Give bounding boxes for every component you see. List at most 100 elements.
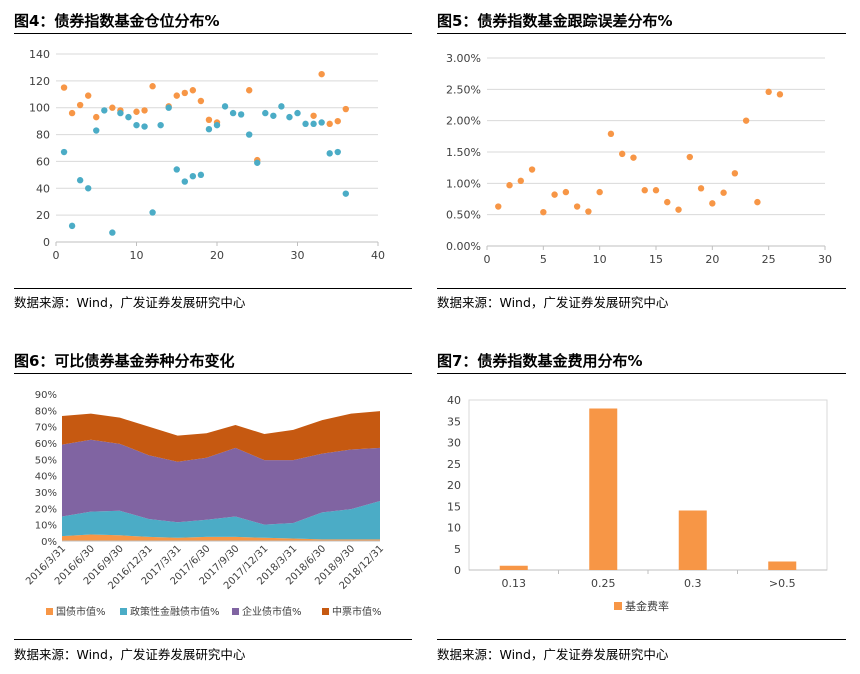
fig4-ytick-label: 80 (36, 129, 50, 142)
fig5-source: 数据来源：Wind，广发证券发展研究中心 (437, 295, 669, 310)
fig6-ytick-label: 50% (35, 455, 57, 466)
fig5-point-s1 (495, 203, 502, 210)
fig4-xtick-label: 30 (291, 249, 305, 262)
fig4-point-s1 (68, 109, 76, 117)
fig4-point-s2 (101, 107, 108, 114)
fig7-bar (678, 510, 707, 570)
fig7-title: 图7：债券指数基金费用分布% (437, 352, 643, 370)
fig5-ytick-label: 0.50% (446, 209, 481, 222)
fig4-chart: 0 20 40 60 80 100 120 140 0 10 20 30 40 (29, 48, 385, 262)
fig4-panel: 图4：债券指数基金仓位分布% 0 20 40 60 80 100 120 140 0 10 20 30… (14, 6, 412, 312)
fig5-point-s1 (585, 208, 592, 215)
fig5-point-s1 (540, 208, 547, 216)
fig4-xtick-label: 40 (371, 249, 385, 262)
fig4-point-s2 (213, 121, 221, 129)
fig5-xtick-label: 25 (762, 253, 776, 266)
fig6-legend-label-1: 国债市值% (56, 605, 106, 618)
fig4-point-s2 (310, 120, 317, 128)
fig4-point-s2 (302, 120, 309, 128)
fig4-point-s1 (197, 97, 205, 105)
fig6-area-2 (62, 500, 380, 540)
fig4-point-s1 (109, 104, 116, 111)
fig7-ytick-label: 35 (447, 415, 461, 428)
fig6-legend-swatch-4 (322, 608, 329, 615)
fig4-point-s2 (237, 111, 245, 118)
fig4-title: 图4：债券指数基金仓位分布% (14, 12, 220, 30)
fig6-ytick-label: 10% (35, 521, 57, 532)
fig5-point-s1 (506, 182, 513, 189)
fig4-point-s1 (181, 89, 188, 97)
fig4-point-s1 (85, 92, 92, 99)
fig6-legend-swatch-1 (46, 608, 53, 615)
fig4-point-s1 (173, 92, 180, 99)
fig5-point-s1 (607, 130, 615, 138)
fig5-point-s1 (675, 206, 682, 213)
fig7-plot-area (468, 399, 828, 571)
fig4-point-s1 (93, 113, 100, 121)
fig7-ytick-label: 5 (454, 543, 461, 556)
fig4-point-s2 (60, 148, 68, 156)
fig5-xtick-label: 5 (540, 253, 547, 266)
fig7-ytick-label: 10 (447, 522, 461, 535)
fig4-point-s2 (342, 190, 349, 197)
fig5-point-s1 (573, 203, 581, 210)
fig4-point-s2 (149, 209, 156, 216)
fig4-ytick-label: 120 (29, 75, 50, 88)
fig4-source: 数据来源：Wind，广发证券发展研究中心 (14, 295, 246, 310)
fig4-point-s2 (109, 229, 116, 236)
fig4-point-s1 (141, 107, 148, 114)
fig4-point-s1 (205, 116, 213, 124)
fig4-point-s2 (76, 177, 84, 184)
fig5-ytick-label: 1.50% (446, 146, 481, 159)
fig5-chart: 0.00% 0.50% 1.00% 1.50% 2.00% 2.50% 3.00% 0 5 10 1… (446, 52, 832, 266)
fig4-ytick-label: 100 (29, 102, 50, 115)
fig4-point-s2 (157, 121, 164, 129)
fig6-legend-label-3: 企业债市值% (242, 605, 302, 618)
fig5-ytick-label: 2.50% (446, 83, 481, 96)
fig7-ytick-label: 20 (447, 479, 461, 492)
fig4-xtick-label: 20 (210, 249, 224, 262)
fig4-bottom-rule (14, 288, 412, 289)
fig4-point-s1 (189, 87, 197, 94)
fig5-xtick-label: 0 (484, 253, 491, 266)
fig5-panel: 图5：债券指数基金跟踪误差分布% 0.00% 0.50% 1.00% 1.50% 2.0… (437, 6, 846, 312)
fig4-point-s2 (93, 127, 100, 134)
fig7-ytick-label: 0 (454, 564, 461, 577)
fig4-point-s2 (173, 166, 180, 173)
fig4-point-s2 (221, 103, 229, 110)
fig7-top-rule (437, 373, 846, 374)
fig5-point-s1 (562, 188, 570, 196)
fig4-point-s2 (85, 185, 92, 192)
fig4-point-s1 (326, 120, 333, 128)
fig5-point-s1 (720, 189, 727, 196)
fig4-point-s2 (189, 173, 197, 180)
fig7-xtick-label: >0.5 (769, 577, 796, 590)
fig4-ytick-label: 40 (36, 182, 50, 195)
fig4-point-s2 (334, 148, 341, 156)
fig5-point-s1 (742, 117, 750, 124)
fig7-source: 数据来源：Wind，广发证券发展研究中心 (437, 647, 669, 662)
fig6-source: 数据来源：Wind，广发证券发展研究中心 (14, 647, 246, 662)
fig6-legend-swatch-3 (232, 608, 239, 615)
fig4-point-s1 (334, 117, 341, 125)
fig7-chart: 0 5 10 15 20 25 30 35 40 0.13 0.25 0.3 >0.5 基金费率 (447, 394, 828, 613)
fig4-ytick-label: 60 (36, 155, 50, 168)
fig4-point-s2 (262, 109, 269, 117)
fig5-xtick-label: 10 (593, 253, 607, 266)
fig7-xtick-label: 0.13 (502, 577, 527, 590)
fig5-point-s1 (551, 191, 558, 198)
fig5-point-s1 (517, 177, 524, 185)
fig5-xtick-label: 30 (818, 253, 832, 266)
fig4-point-s1 (318, 70, 325, 78)
fig4-point-s1 (76, 101, 84, 109)
fig5-point-s1 (630, 154, 637, 161)
fig4-point-s2 (286, 113, 293, 121)
fig5-top-rule (437, 33, 846, 34)
fig4-xtick-label: 0 (53, 249, 60, 262)
fig4-point-s1 (149, 83, 156, 90)
fig5-bottom-rule (437, 288, 846, 289)
fig4-point-s2 (326, 150, 333, 157)
fig4-ytick-label: 140 (29, 48, 50, 61)
fig7-xtick-label: 0.25 (591, 577, 616, 590)
fig5-point-s1 (754, 198, 761, 206)
